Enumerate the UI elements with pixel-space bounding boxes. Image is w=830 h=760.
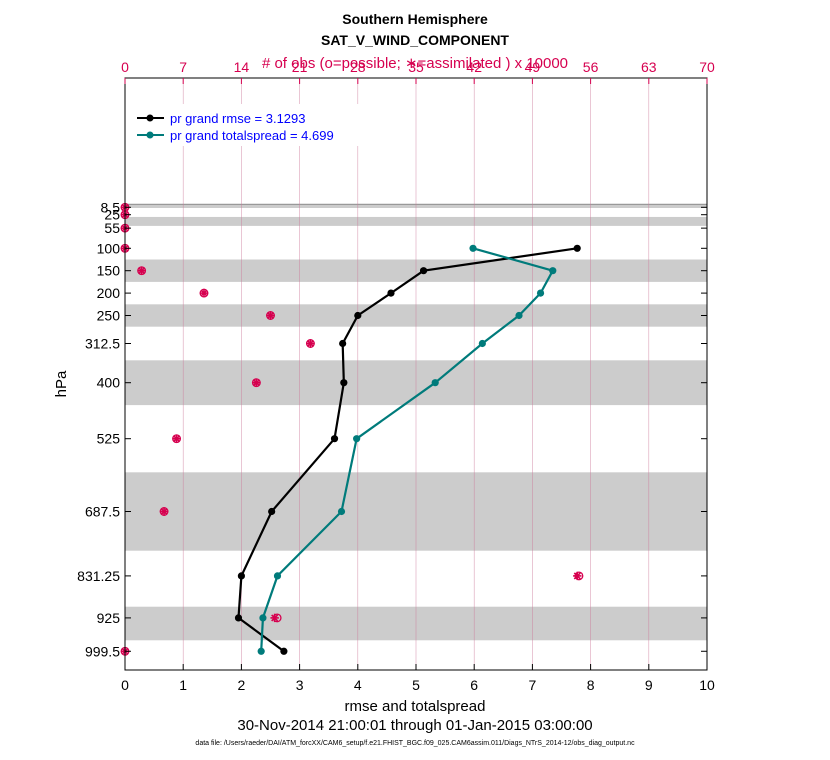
x-tick-label: 2 (238, 677, 246, 693)
point-rmse (387, 289, 395, 297)
x-tick-label: 9 (645, 677, 653, 693)
point-rmse (234, 614, 243, 622)
y-tick-label: 250 (97, 308, 121, 324)
y-tick-label: 999.5 (85, 643, 120, 659)
chart-title: Southern Hemisphere (342, 11, 488, 27)
x-tick-label: 5 (412, 677, 420, 693)
y-tick-label: 55 (104, 220, 120, 236)
top-tick-label: 49 (525, 59, 541, 75)
asterisk-stroke (252, 379, 260, 387)
y-tick-label: 25 (104, 207, 120, 223)
top-axis-label: # of obs (o=possible; ∗=assimilated ) x … (262, 55, 568, 72)
y-tick-label: 312.5 (85, 336, 120, 352)
obs-assimilated-marker (172, 434, 181, 443)
point-rmse (339, 339, 347, 348)
top-tick-label: 28 (350, 59, 366, 75)
top-tick-label: 42 (466, 59, 482, 75)
asterisk-stroke (138, 267, 146, 275)
top-tick-label: 63 (641, 59, 657, 75)
y-tick-label: 831.25 (77, 568, 120, 584)
point-totalspread (257, 647, 265, 655)
top-tick-label: 0 (121, 59, 129, 75)
obs-assimilated-marker (252, 378, 261, 387)
x-tick-label: 0 (121, 677, 129, 693)
asterisk-stroke (573, 572, 581, 580)
obs-assimilated-marker (270, 613, 279, 623)
point-rmse (237, 572, 245, 580)
top-tick-label: 14 (234, 59, 250, 75)
point-totalspread (536, 289, 545, 297)
y-tick-label: 925 (97, 610, 121, 626)
x-tick-label: 3 (296, 677, 304, 693)
legend-spread-label: pr grand totalspread = 4.699 (170, 128, 334, 143)
asterisk-stroke (266, 311, 275, 320)
point-totalspread (515, 311, 523, 320)
point-rmse (280, 647, 288, 655)
y-tick-label: 687.5 (85, 504, 120, 520)
legend-box (130, 104, 370, 146)
point-rmse (340, 379, 348, 387)
asterisk-stroke (172, 435, 181, 443)
top-tick-label: 7 (179, 59, 187, 75)
point-totalspread (273, 572, 282, 580)
point-totalspread (469, 244, 477, 252)
obs-assimilated-marker (306, 339, 315, 348)
y-tick-label: 400 (97, 375, 121, 391)
point-rmse (268, 507, 276, 516)
obs-assimilated-marker (159, 507, 169, 516)
x-tick-label: 10 (699, 677, 715, 693)
point-totalspread (337, 507, 346, 516)
y-tick-label: 8.5 (101, 199, 121, 215)
point-totalspread (353, 435, 361, 443)
obs-assimilated-marker (137, 266, 146, 275)
legend-rmse-label: pr grand rmse = 3.1293 (170, 111, 306, 126)
x-tick-label: 7 (529, 677, 537, 693)
point-totalspread (431, 379, 439, 387)
date-range: 30-Nov-2014 21:00:01 through 01-Jan-2015… (237, 717, 592, 734)
series-lines (234, 244, 581, 655)
asterisk-stroke (306, 339, 314, 348)
vertical-gridlines (182, 78, 650, 670)
x-tick-label: 6 (470, 677, 478, 693)
asterisk-stroke (271, 614, 279, 622)
point-rmse (330, 435, 339, 443)
data-file-path: data file: /Users/raeder/DAI/ATM_forcXX/… (195, 740, 635, 747)
y-tick-label: 200 (97, 285, 121, 301)
point-rmse (354, 311, 362, 320)
legend-rmse-marker (146, 114, 154, 122)
obs-assimilated-marker (266, 311, 275, 320)
bottom-axis-ticks: 0 1 2 3 4 5 6 7 8 9 10 (121, 664, 715, 693)
asterisk-stroke (160, 507, 168, 516)
point-rmse (419, 267, 428, 275)
x-tick-label: 1 (179, 677, 187, 693)
point-totalspread (259, 614, 267, 622)
point-totalspread (478, 339, 486, 348)
x-axis-label: rmse and totalspread (345, 698, 486, 715)
y-tick-label: 150 (97, 263, 121, 279)
top-tick-label: 21 (292, 59, 308, 75)
obs-assimilated-marker (573, 571, 582, 581)
top-tick-label: 35 (408, 59, 424, 75)
x-tick-label: 4 (354, 677, 362, 693)
obs-assimilated-marker (199, 288, 209, 298)
point-totalspread (549, 267, 557, 275)
y-tick-label: 100 (97, 240, 121, 256)
y-tick-label: 525 (97, 431, 121, 447)
point-rmse (573, 244, 581, 252)
top-tick-label: 70 (699, 59, 715, 75)
x-tick-label: 8 (587, 677, 595, 693)
top-tick-label: 56 (583, 59, 599, 75)
chart-subtitle: SAT_V_WIND_COMPONENT (321, 32, 509, 48)
y-axis-label: hPa (53, 370, 70, 397)
legend-spread-marker (146, 131, 154, 139)
asterisk-stroke (200, 289, 208, 297)
top-axis-ticks: 0 7 14 21 28 35 42 49 56 63 70 (121, 59, 715, 84)
legend: pr grand rmse = 3.1293 pr grand totalspr… (130, 104, 370, 146)
